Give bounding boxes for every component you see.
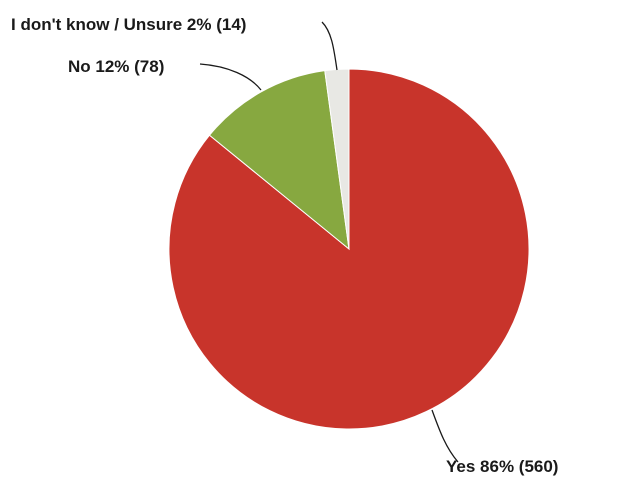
pie-slice-no: [208, 70, 350, 251]
slice-label-unsure: I don't know / Unsure 2% (14): [11, 15, 246, 34]
slice-label-yes: Yes 86% (560): [446, 457, 558, 476]
slice-label-no: No 12% (78): [68, 57, 164, 76]
pie-slice-yes: [168, 68, 530, 430]
leader-lines: [199, 21, 459, 463]
leader-line-yes: [431, 409, 459, 463]
leader-line-unsure: [321, 21, 338, 71]
pie-slices: [168, 68, 530, 430]
leader-line-no: [199, 63, 262, 91]
